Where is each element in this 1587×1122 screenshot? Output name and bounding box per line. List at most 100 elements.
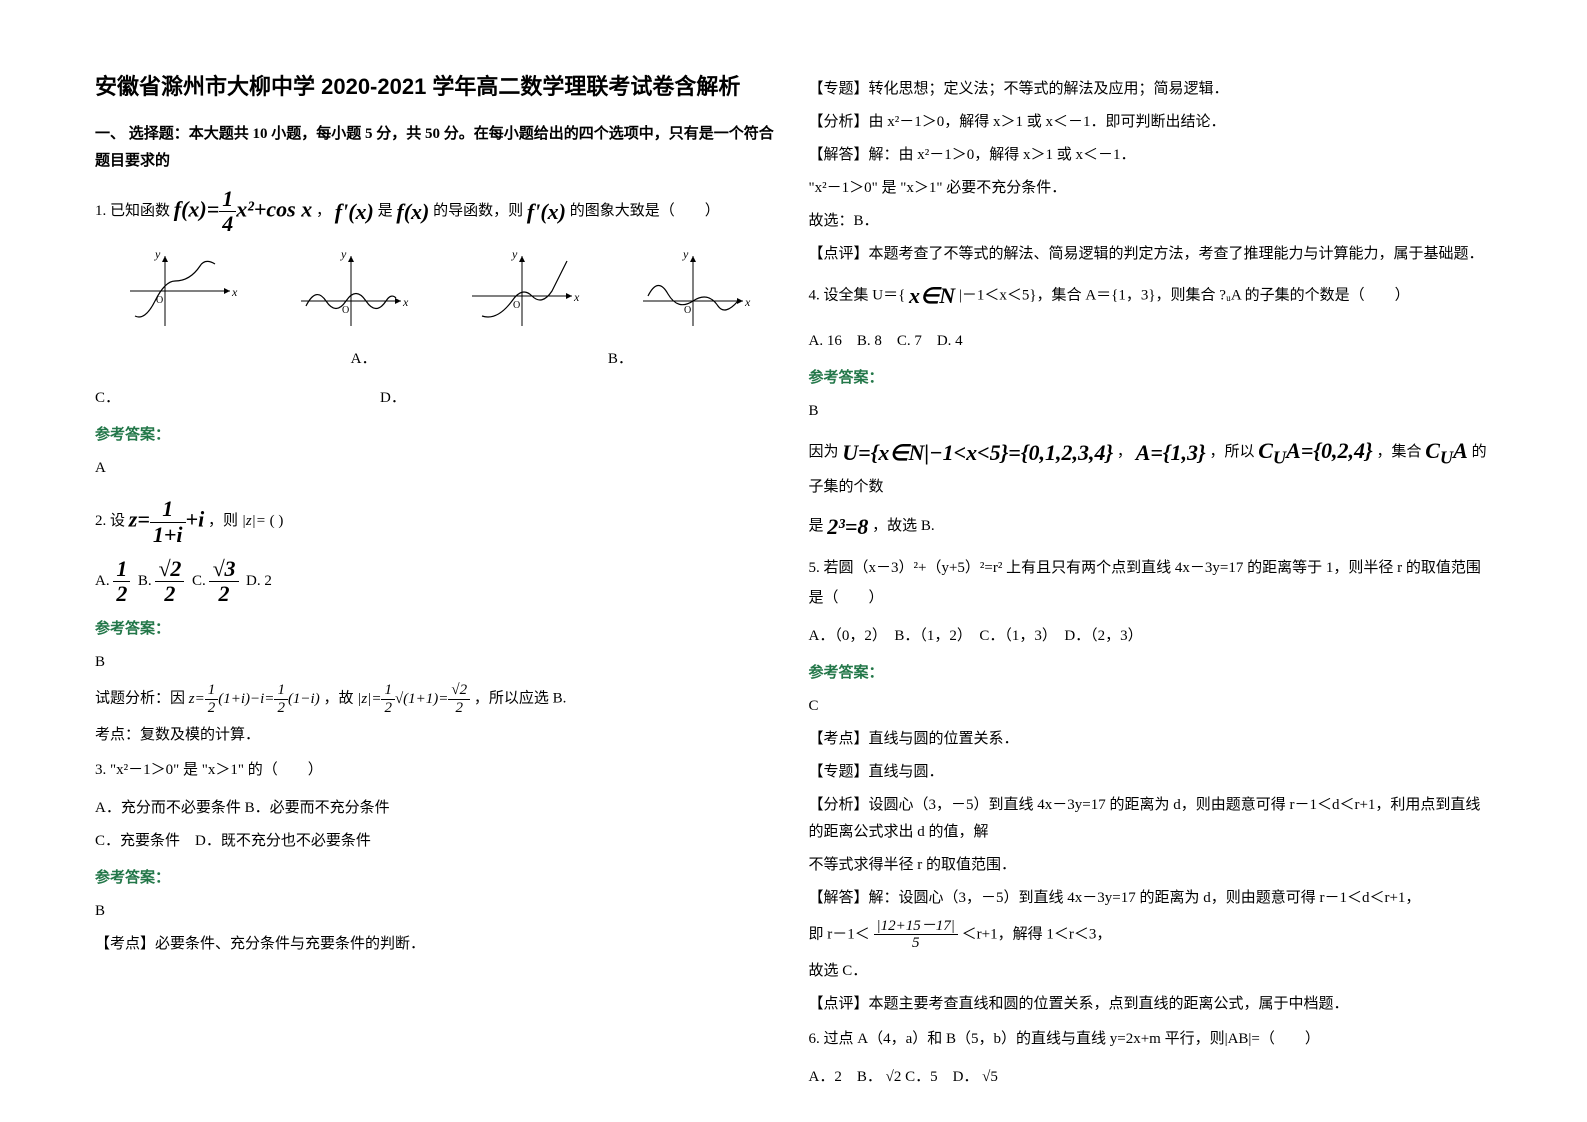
p5-jieda2-prefix: 即 r－1＜ [809, 926, 870, 942]
p2-analysis-f1: z=12(1+i)−i=12(1−i) [189, 691, 320, 707]
p4-f2: A={1,3} [1136, 433, 1206, 473]
p5-fenxi2: 不等式求得半径 r 的取值范围． [809, 852, 1493, 879]
p1-formula1: f(x)=14x²+cos x [174, 187, 312, 236]
p6-opt-c: C．5 D． [905, 1069, 978, 1085]
svg-text:y: y [154, 247, 161, 261]
p4-answer: B [809, 398, 1493, 425]
p2-analysis-mid: ，故 [323, 691, 353, 707]
p6-opt-b-val: √2 [886, 1069, 902, 1085]
p4-prefix: 4. 设全集 U＝{ [809, 287, 906, 303]
right-column: 【专题】转化思想；定义法；不等式的解法及应用；简易逻辑． 【分析】由 x²－1＞… [794, 70, 1508, 1052]
p3-fenxi: 【分析】由 x²－1＞0，解得 x＞1 或 x＜－1．即可判断出结论． [809, 109, 1493, 136]
p2-analysis: 试题分析：因 z=12(1+i)−i=12(1−i) ，故 |z|=12√(1+… [95, 682, 779, 716]
graph-label-row: A． B． [95, 346, 779, 373]
p1-answer-label: 参考答案： [95, 422, 779, 449]
p4-because: 因为 [809, 444, 839, 460]
p4-l2-prefix: 是 [809, 519, 824, 535]
p4-m2: ，所以 [1209, 444, 1254, 460]
svg-text:O: O [684, 305, 691, 316]
svg-text:O: O [513, 300, 520, 311]
p6-opt-a: A．2 B． [809, 1069, 882, 1085]
problem-1: 1. 已知函数 f(x)=14x²+cos x ， f'(x) 是 f(x) 的… [95, 187, 779, 236]
p4-formula-u: x∈N [909, 274, 955, 318]
svg-text:y: y [340, 247, 347, 261]
p2-analysis-f2: |z|=12√(1+1)=√22 [357, 691, 470, 707]
p3-dianping: 【点评】本题考查了不等式的解法、简易逻辑的判定方法，考查了推理能力与计算能力，属… [809, 241, 1493, 268]
p5-dianping: 【点评】本题主要考查直线和圆的位置关系，点到直线的距离公式，属于中档题． [809, 991, 1493, 1018]
svg-text:x: x [573, 290, 580, 304]
p4-mid: |－1＜x＜5}，集合 A＝{1，3}，则集合 ?ᵤA 的子集的个数是（ ） [959, 287, 1410, 303]
p2-opt-c: C. [192, 573, 206, 589]
p4-explain-2: 是 2³=8 ，故选 B. [809, 507, 1493, 547]
left-column: 安徽省滁州市大柳中学 2020-2021 学年高二数学理联考试卷含解析 一、 选… [80, 70, 794, 1052]
svg-text:x: x [402, 295, 409, 309]
p4-f3: CUA={0,2,4} [1258, 431, 1372, 474]
p5-jieda3: 故选 C． [809, 958, 1493, 985]
problem-3: 3. "x²－1＞0" 是 "x＞1" 的（ ） [95, 755, 779, 785]
svg-text:y: y [682, 247, 689, 261]
p4-explain-1: 因为 U={x∈N|−1<x<5}={0,1,2,3,4} ， A={1,3} … [809, 431, 1493, 501]
p1-answer: A [95, 455, 779, 482]
p4-answer-label: 参考答案： [809, 365, 1493, 392]
p2-analysis-suffix: ，所以应选 B. [474, 691, 567, 707]
p4-f4: CUA [1425, 431, 1468, 474]
p5-jieda2-frac: |12+15－17| 5 [874, 918, 958, 952]
problem-4: 4. 设全集 U＝{ x∈N |－1＜x＜5}，集合 A＝{1，3}，则集合 ?… [809, 274, 1493, 318]
p2-bar: |z|= [242, 514, 266, 530]
p1-formula2: f'(x) [335, 190, 374, 234]
p5-options: A．（0，2） B．（1，2） C．（1，3） D．（2，3） [809, 623, 1493, 650]
p5-zhuanti: 【专题】直线与圆． [809, 759, 1493, 786]
svg-text:O: O [342, 305, 349, 316]
p2-kaodian: 考点：复数及模的计算． [95, 722, 779, 749]
svg-text:y: y [511, 247, 518, 261]
p5-kaodian: 【考点】直线与圆的位置关系． [809, 726, 1493, 753]
graph-b: x y O [291, 246, 411, 336]
graph-a: x y O [120, 246, 240, 336]
p4-options: A. 16 B. 8 C. 7 D. 4 [809, 328, 1493, 355]
p5-jieda2: 即 r－1＜ |12+15－17| 5 ＜r+1，解得 1＜r＜3， [809, 918, 1493, 952]
p1-formula3: f(x) [396, 190, 429, 234]
label-c: C． [95, 385, 120, 412]
p2-mid: ，则 [208, 514, 238, 530]
p3-opt1: A．充分而不必要条件 B．必要而不充分条件 [95, 795, 779, 822]
svg-text:x: x [231, 285, 238, 299]
label-cd-row: C． D． [95, 385, 779, 412]
p5-answer-label: 参考答案： [809, 660, 1493, 687]
p1-formula4: f'(x) [527, 190, 566, 234]
problem-2: 2. 设 z=11+i+i ，则 |z|= ( ) [95, 497, 779, 546]
p1-mid3: 的导函数，则 [433, 203, 523, 219]
p2-options: A. 12 B. √22 C. √32 D. 2 [95, 557, 779, 606]
problem-6: 6. 过点 A（4，a）和 B（5，b）的直线与直线 y=2x+m 平行，则|A… [809, 1024, 1493, 1054]
p2-formula: z=11+i+i [129, 497, 204, 546]
label-b: B． [608, 346, 633, 373]
p4-m3: ，集合 [1376, 444, 1421, 460]
graph-c: x y O [462, 246, 582, 336]
p5-frac-den: 5 [874, 935, 958, 952]
p4-f5: 2³=8 [827, 507, 868, 547]
p3-answer: B [95, 898, 779, 925]
p2-answer-label: 参考答案： [95, 616, 779, 643]
problem-5: 5. 若圆（x－3）²+（y+5）²=r² 上有且只有两个点到直线 4x－3y=… [809, 553, 1493, 613]
svg-text:x: x [744, 295, 751, 309]
p5-frac-num: |12+15－17| [874, 918, 958, 936]
p5-jieda1: 【解答】解：设圆心（3，－5）到直线 4x－3y=17 的距离为 d，则由题意可… [809, 885, 1493, 912]
p6-options: A．2 B． √2 C．5 D． √5 [809, 1064, 1493, 1091]
p4-f1: U={x∈N|−1<x<5}={0,1,2,3,4} [842, 433, 1113, 473]
section-header: 一、 选择题：本大题共 10 小题，每小题 5 分，共 50 分。在每小题给出的… [95, 121, 779, 175]
label-a: A． [351, 346, 377, 373]
p3-opt2: C．充要条件 D．既不充分也不必要条件 [95, 828, 779, 855]
p3-jieda2: "x²－1＞0" 是 "x＞1" 必要不充分条件． [809, 175, 1493, 202]
p5-answer: C [809, 693, 1493, 720]
p1-mid2: 是 [378, 203, 393, 219]
p2-prefix: 2. 设 [95, 514, 125, 530]
p3-zhuanti: 【专题】转化思想；定义法；不等式的解法及应用；简易逻辑． [809, 76, 1493, 103]
p5-jieda2-suffix: ＜r+1，解得 1＜r＜3， [962, 926, 1112, 942]
p3-kaodian: 【考点】必要条件、充分条件与充要条件的判断． [95, 931, 779, 958]
p6-opt-d-val: √5 [982, 1069, 998, 1085]
p3-jieda3: 故选：B． [809, 208, 1493, 235]
graph-d: x y O [633, 246, 753, 336]
p2-answer: B [95, 649, 779, 676]
p2-opt-a: A. [95, 573, 110, 589]
p1-mid1: ， [316, 203, 331, 219]
p3-answer-label: 参考答案： [95, 865, 779, 892]
